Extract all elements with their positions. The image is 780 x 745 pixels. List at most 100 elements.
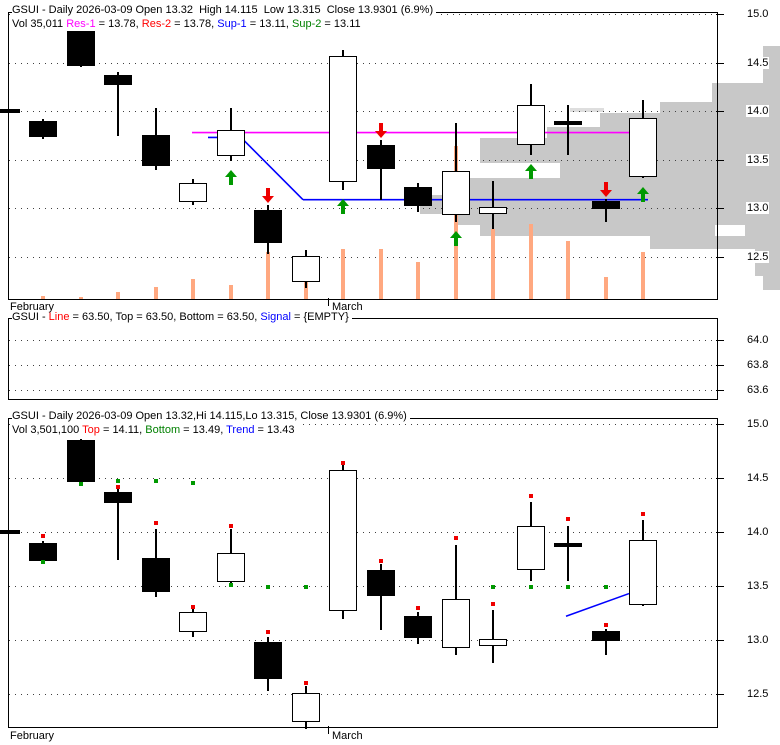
candle-bearish xyxy=(29,120,57,138)
bottom-marker-dot xyxy=(603,585,608,590)
gridline xyxy=(9,111,716,113)
title-segment: = 63.50, Top = 63.50, Bottom = 63.50, xyxy=(69,311,261,323)
top-marker-dot xyxy=(378,559,383,564)
volume-bar xyxy=(641,252,645,299)
partial-candle xyxy=(0,109,20,114)
volume-profile-band xyxy=(560,163,780,178)
title-segment: = 13.11 xyxy=(321,18,361,30)
candle-wick xyxy=(567,105,569,155)
gridline xyxy=(9,257,716,258)
sell-arrow-down-icon xyxy=(374,123,387,139)
top-marker-dot xyxy=(603,622,608,627)
bottom-marker-dot xyxy=(41,560,45,565)
candle-bullish xyxy=(329,55,357,183)
x-label-march-top: March xyxy=(332,301,363,313)
y-axis-tick xyxy=(716,111,724,113)
top-marker-dot xyxy=(341,460,345,465)
gridline xyxy=(9,365,716,366)
indicator-panel[interactable] xyxy=(8,318,718,400)
gridline xyxy=(9,62,716,64)
candle-bearish xyxy=(254,210,282,244)
top-marker-dot xyxy=(41,534,45,539)
y-axis-label: 13.0 xyxy=(746,634,770,646)
panel3-title: GSUI - Daily 2026-03-09 Open 13.32,Hi 14… xyxy=(12,410,410,423)
top-marker-dot xyxy=(641,511,645,516)
candle-bearish xyxy=(366,569,395,596)
bottom-marker-dot xyxy=(78,482,83,487)
march-axis-tick-bottom xyxy=(328,726,329,734)
volume-bar xyxy=(378,249,383,299)
buy-arrow-up-icon xyxy=(637,186,649,202)
gridline xyxy=(9,532,716,533)
top-marker-dot xyxy=(491,602,495,607)
y-axis-label: 63.6 xyxy=(746,384,770,396)
y-axis-tick xyxy=(716,62,724,64)
title-segment: Res-1 xyxy=(66,18,96,30)
title-segment: Trend xyxy=(226,424,255,436)
y-axis-tick xyxy=(716,340,724,341)
volume-bar xyxy=(191,279,195,299)
y-axis-label: 63.8 xyxy=(746,359,770,371)
y-axis-tick xyxy=(716,694,724,695)
volume-profile-band xyxy=(458,178,780,195)
buy-arrow-up-icon xyxy=(337,198,349,214)
title-segment: GSUI - xyxy=(12,311,49,323)
top-marker-dot xyxy=(528,494,533,499)
candle-bearish xyxy=(141,134,170,166)
march-axis-tick-top xyxy=(328,298,329,306)
y-axis-tick xyxy=(716,208,724,210)
title-segment: Vol 3,501,100 xyxy=(12,424,83,436)
volume-bar xyxy=(341,249,345,299)
volume-bar xyxy=(78,297,83,299)
volume-profile-band xyxy=(712,83,780,102)
title-segment: Signal xyxy=(260,311,291,323)
candle-bullish xyxy=(629,117,657,178)
candle-bullish xyxy=(441,171,470,216)
title-segment: = 13.43 xyxy=(254,424,295,436)
top-marker-dot xyxy=(416,605,420,610)
candle-bearish xyxy=(366,145,395,169)
y-axis-tick xyxy=(716,640,724,641)
top-marker-dot xyxy=(191,604,195,609)
volume-bar xyxy=(416,262,420,299)
gridline xyxy=(9,340,716,341)
doji-candle xyxy=(554,542,582,547)
candle-bearish xyxy=(404,187,432,207)
y-axis-tick xyxy=(716,424,724,425)
y-axis-tick xyxy=(716,586,724,587)
y-axis-label: 14.5 xyxy=(746,56,770,69)
candle-wick xyxy=(117,72,119,137)
gridline xyxy=(9,478,716,479)
title-segment: = 14.11, xyxy=(99,424,146,436)
title-segment: = {EMPTY} xyxy=(290,311,349,323)
panel3-subtitle: Vol 3,501,100 Top = 14.11, Bottom = 13.4… xyxy=(12,424,298,437)
candle-bearish xyxy=(141,557,170,593)
y-axis-tick xyxy=(716,159,724,161)
gridline xyxy=(9,694,716,695)
top-marker-dot xyxy=(266,630,270,635)
candle-bullish xyxy=(179,183,207,202)
top-marker-dot xyxy=(453,536,458,541)
partial-candle xyxy=(0,530,20,534)
bottom-marker-dot xyxy=(191,481,195,486)
gridline xyxy=(9,208,716,210)
x-label-february-bottom: February xyxy=(10,730,55,742)
y-axis-tick xyxy=(716,365,724,366)
candle-bullish xyxy=(516,525,545,570)
panel1-subtitle: Vol 35,011 Res-1 = 13.78, Res-2 = 13.78,… xyxy=(12,18,364,31)
y-axis-tick xyxy=(716,14,724,15)
bottom-marker-dot xyxy=(566,585,570,590)
bottom-marker-dot xyxy=(491,585,495,590)
top-marker-dot xyxy=(116,484,120,489)
candle-wick xyxy=(117,488,119,561)
buy-arrow-up-icon xyxy=(524,163,537,179)
x-label-february-top: February xyxy=(10,301,55,313)
title-segment: GSUI - Daily 2026-03-09 Open 13.32 High … xyxy=(12,4,434,16)
x-label-march-bottom: March xyxy=(332,730,363,742)
bottom-marker-dot xyxy=(303,585,308,590)
y-axis-label: 14.0 xyxy=(746,105,770,118)
volume-bar xyxy=(228,285,233,299)
secondary-price-panel[interactable] xyxy=(8,418,718,728)
bottom-marker-dot xyxy=(116,479,120,484)
price-panel[interactable] xyxy=(8,12,718,300)
